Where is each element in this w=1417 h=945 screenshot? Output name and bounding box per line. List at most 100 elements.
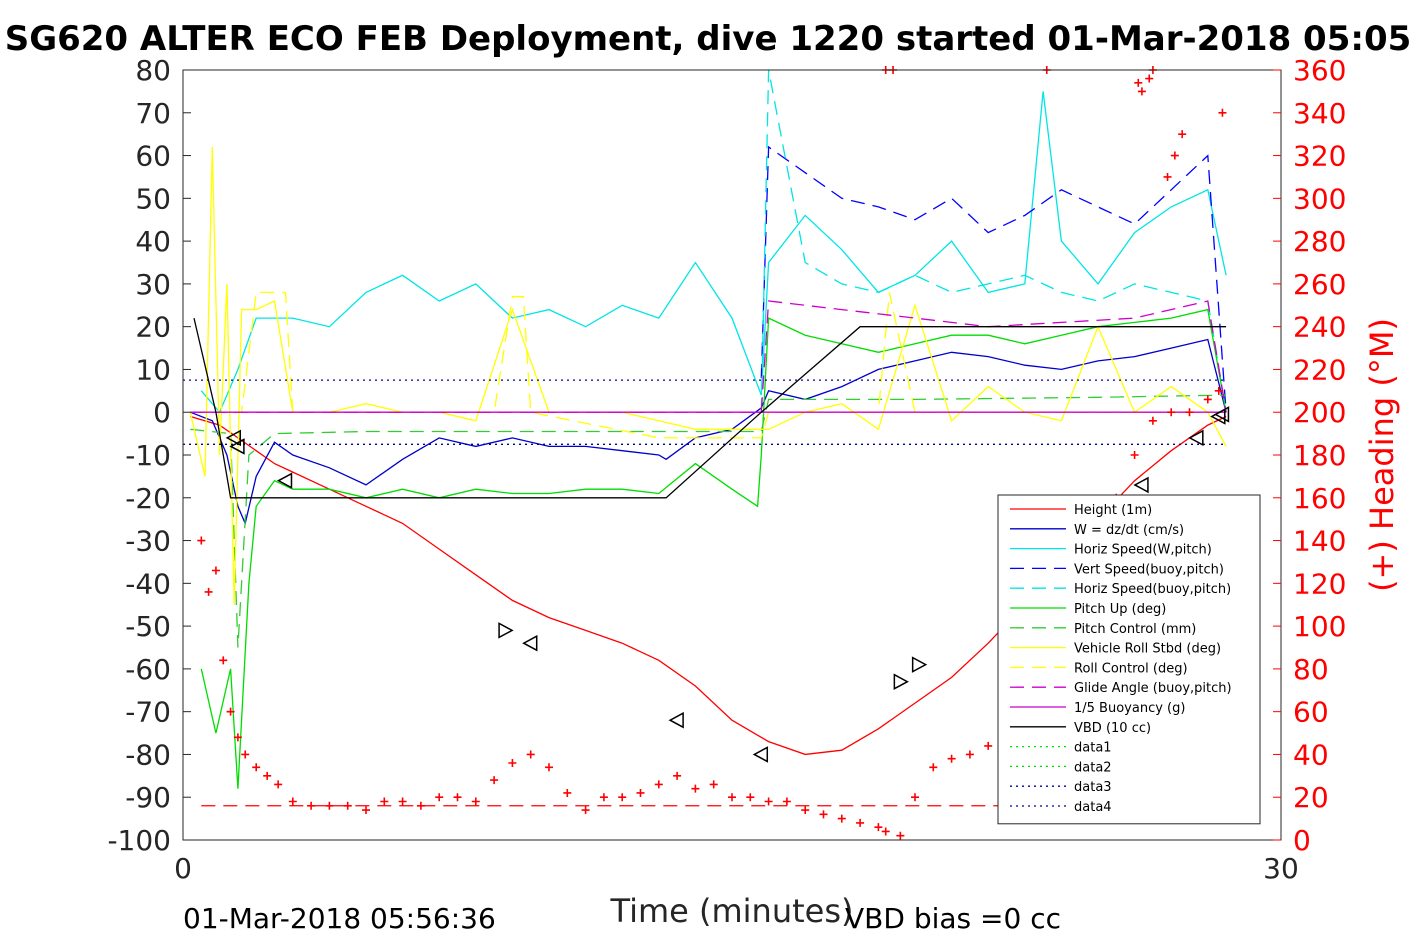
event-marker xyxy=(498,622,514,639)
y-right-tick-label: 0 xyxy=(1293,824,1311,857)
heading-point xyxy=(1130,451,1139,459)
legend-entry: data1 xyxy=(1074,741,1112,756)
heading-point xyxy=(709,780,718,789)
heading-point xyxy=(233,733,242,742)
series-line-3 xyxy=(760,145,1227,413)
heading-point xyxy=(435,793,444,802)
heading-point xyxy=(856,818,865,827)
heading-point xyxy=(325,801,334,810)
heading-point xyxy=(911,793,919,802)
event-marker xyxy=(911,656,928,673)
event-markers xyxy=(225,406,1230,763)
heading-point xyxy=(1185,408,1194,417)
heading-point xyxy=(673,771,682,780)
heading-point xyxy=(1167,408,1176,417)
heading-point xyxy=(1203,395,1212,404)
y-tick-label: 30 xyxy=(135,268,171,301)
heading-point xyxy=(204,587,213,596)
legend-entry: Vehicle Roll Stbd (deg) xyxy=(1074,642,1221,657)
heading-point xyxy=(545,763,553,772)
heading-point xyxy=(965,750,974,759)
legend-entry: Vert Speed(buoy,pitch) xyxy=(1074,562,1224,577)
y-tick-label: 50 xyxy=(135,182,171,215)
y-right-tick-label: 360 xyxy=(1293,54,1346,87)
heading-point xyxy=(691,784,700,793)
event-marker xyxy=(522,634,538,652)
heading-point xyxy=(526,750,535,759)
series-line-4 xyxy=(760,69,1227,413)
y-axis-right-label: (+) Heading (°M) xyxy=(1363,318,1401,592)
event-marker xyxy=(668,711,684,729)
heading-point xyxy=(398,797,407,806)
event-marker xyxy=(893,673,909,690)
heading-point xyxy=(636,788,645,797)
legend-entry: VBD (10 cc) xyxy=(1074,721,1151,736)
heading-point xyxy=(471,797,480,806)
legend-entry: Roll Control (deg) xyxy=(1074,661,1188,676)
heading-point xyxy=(241,750,250,759)
y-tick-label: 80 xyxy=(135,54,171,87)
heading-point xyxy=(416,801,425,810)
legend-entry: Pitch Control (mm) xyxy=(1074,622,1196,637)
heading-point xyxy=(618,793,627,802)
y-right-tick-label: 300 xyxy=(1293,182,1346,215)
event-marker xyxy=(1133,476,1149,494)
heading-point xyxy=(211,566,220,575)
start-timestamp: 01-Mar-2018 05:56:36 xyxy=(183,902,496,935)
y-right-tick-label: 260 xyxy=(1293,268,1346,301)
y-tick-label: -50 xyxy=(125,610,171,643)
heading-point xyxy=(819,810,828,819)
legend-entry: Horiz Speed(buoy,pitch) xyxy=(1074,582,1231,597)
heading-point xyxy=(508,759,517,767)
series-line-2 xyxy=(200,91,1227,414)
y-right-tick-label: 220 xyxy=(1293,353,1346,386)
heading-outlier-point xyxy=(1163,172,1172,181)
event-marker xyxy=(752,746,769,763)
y-axis-left: 80 70 60 50 40 30 20 10 0 -10 -20 -30 -40 -50 -60 -70 -8… xyxy=(107,54,191,857)
event-marker xyxy=(229,438,245,455)
event-marker xyxy=(276,472,293,489)
y-right-tick-label: 160 xyxy=(1293,482,1346,515)
series-line-6 xyxy=(190,394,1227,648)
event-marker xyxy=(225,429,241,447)
heading-point xyxy=(380,797,389,806)
heading-point xyxy=(288,797,297,806)
y-tick-label: 40 xyxy=(135,225,171,258)
event-marker xyxy=(1188,429,1204,447)
heading-outlier-point xyxy=(1218,108,1227,117)
series-line-5 xyxy=(200,308,1227,789)
heading-point xyxy=(896,831,905,840)
heading-point xyxy=(746,793,755,802)
y-right-tick-label: 240 xyxy=(1293,311,1346,344)
heading-point xyxy=(728,793,736,802)
y-right-tick-label: 340 xyxy=(1293,97,1346,130)
event-marker xyxy=(1213,406,1230,423)
chart-title: SG620 ALTER ECO FEB Deployment, dive 122… xyxy=(5,19,1412,59)
y-right-tick-label: 60 xyxy=(1293,696,1329,729)
y-right-tick-label: 140 xyxy=(1293,525,1346,558)
y-tick-label: -70 xyxy=(125,696,171,729)
y-tick-label: -20 xyxy=(125,482,171,515)
legend-box xyxy=(997,494,1261,825)
y-tick-label: -60 xyxy=(125,653,171,686)
heading-point xyxy=(947,754,956,763)
y-right-tick-label: 20 xyxy=(1293,781,1329,814)
legend: Height (1m) W = dz/dt (cm/s) Horiz Speed(W… xyxy=(997,494,1261,825)
legend-entry: Height (1m) xyxy=(1074,503,1152,518)
heading-point xyxy=(343,801,352,810)
heading-point xyxy=(252,763,261,772)
heading-outlier-point xyxy=(1145,74,1154,83)
legend-entry: W = dz/dt (cm/s) xyxy=(1074,523,1184,538)
y-tick-label: 0 xyxy=(153,396,171,429)
heading-point xyxy=(453,793,462,802)
y-axis-right: 3603403203002802602402202001801601401201… xyxy=(1273,54,1346,857)
legend-entry: 1/5 Buoyancy (g) xyxy=(1074,701,1185,716)
x-tick-label: 30 xyxy=(1263,852,1299,885)
heading-point xyxy=(362,806,370,815)
heading-point xyxy=(307,801,316,810)
heading-point xyxy=(837,814,846,823)
series-line-9 xyxy=(190,300,1227,413)
heading-point xyxy=(226,707,235,716)
heading-outlier-point xyxy=(1137,87,1146,96)
